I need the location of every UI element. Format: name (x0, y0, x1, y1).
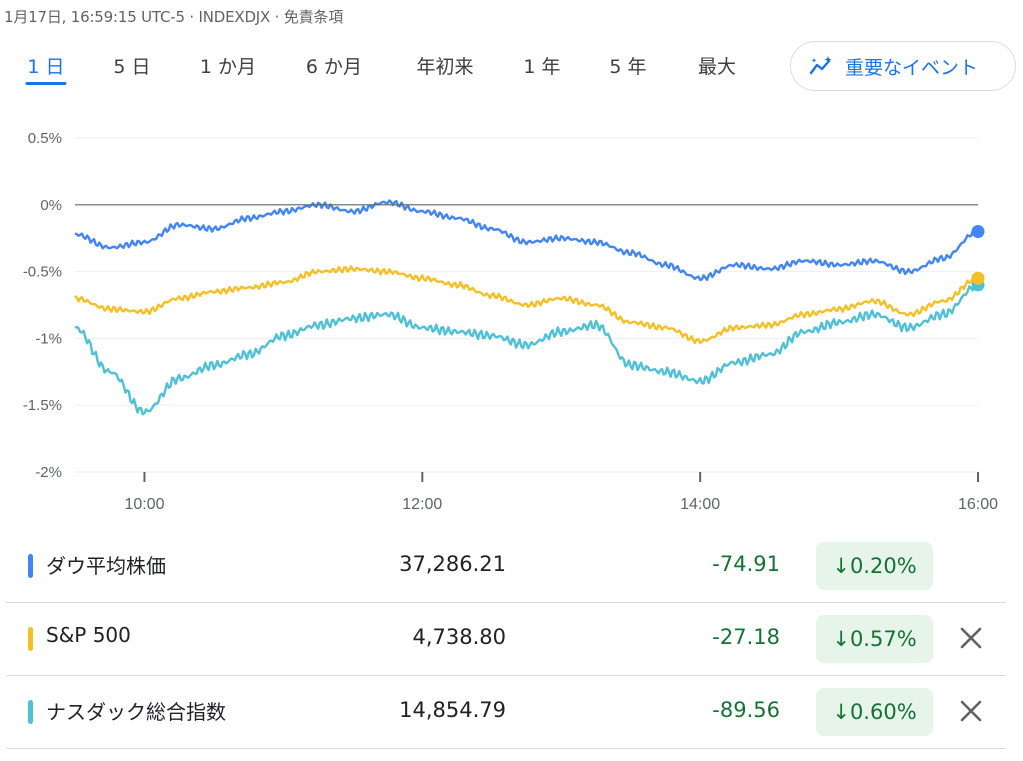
arrow-down-icon: ↓ (832, 627, 850, 651)
tab-label: 1 日 (27, 56, 65, 78)
index-row-nasdaq[interactable]: ナスダック総合指数 14,854.79 -89.56 ↓ 0.60% (6, 676, 1006, 749)
tab-ytd[interactable]: 年初来 (416, 56, 474, 78)
active-tab-indicator (25, 82, 67, 85)
series-line-dow (74, 199, 980, 282)
index-value: 4,738.80 (412, 625, 506, 649)
tab-1-month[interactable]: 1 か月 (199, 56, 257, 78)
quote-meta: 1月17日, 16:59:15 UTC-5 · INDEXDJX · 免責条項 (4, 8, 344, 26)
y-tick-label: -1.5% (23, 397, 62, 414)
series-line-sp500 (74, 265, 979, 345)
x-tick-label: 14:00 (680, 496, 720, 513)
percent-change-badge: ↓ 0.57% (816, 615, 933, 663)
percent-change: 0.60% (849, 700, 917, 724)
percent-change: 0.57% (849, 627, 917, 651)
range-tabs: 1 日 5 日 1 か月 6 か月 年初来 1 年 5 年 最大 (0, 52, 790, 92)
percent-change-badge: ↓ 0.60% (816, 688, 933, 736)
y-tick-label: 0.5% (28, 130, 62, 147)
row-divider (6, 748, 1006, 749)
sparkle-trend-icon (809, 56, 832, 75)
series-end-point-dow (971, 225, 985, 239)
index-row-sp500[interactable]: S&P 500 4,738.80 -27.18 ↓ 0.57% (6, 603, 1006, 676)
close-icon[interactable] (956, 696, 986, 726)
close-icon[interactable] (956, 623, 986, 653)
y-tick-label: 0% (40, 197, 62, 214)
series-color-swatch (28, 700, 33, 724)
index-value: 14,854.79 (399, 698, 506, 722)
index-value: 37,286.21 (399, 552, 506, 576)
series-color-swatch (28, 554, 33, 578)
x-tick-label: 12:00 (402, 496, 442, 513)
index-name: ナスダック総合指数 (46, 700, 226, 724)
series-end-point-sp500 (971, 271, 985, 285)
y-tick-label: -1% (35, 330, 62, 347)
y-tick-label: -0.5% (23, 264, 62, 281)
index-change: -27.18 (712, 625, 780, 649)
key-events-button[interactable]: 重要なイベント (790, 41, 1016, 91)
arrow-down-icon: ↓ (832, 700, 850, 724)
series-line-nasdaq (74, 280, 980, 416)
row-divider (6, 602, 1006, 603)
tab-5-year[interactable]: 5 年 (609, 56, 647, 78)
index-row-dow[interactable]: ダウ平均株価 37,286.21 -74.91 ↓ 0.20% (6, 530, 1006, 603)
index-line-chart: 0.5% 0% -0.5% -1% -1.5% -2% 10:00 12:00 14:00 16:… (23, 130, 998, 513)
percent-change-badge: ↓ 0.20% (816, 542, 933, 590)
index-name: S&P 500 (46, 623, 131, 647)
tab-6-month[interactable]: 6 か月 (305, 56, 363, 78)
x-tick-label: 16:00 (958, 496, 998, 513)
percent-change: 0.20% (849, 554, 917, 578)
tab-1-year[interactable]: 1 年 (523, 56, 561, 78)
index-change: -89.56 (712, 698, 780, 722)
index-change: -74.91 (712, 552, 780, 576)
arrow-down-icon: ↓ (832, 554, 850, 578)
tab-1-day[interactable]: 1 日 (25, 52, 67, 85)
tab-max[interactable]: 最大 (697, 56, 737, 78)
tab-5-day[interactable]: 5 日 (113, 56, 151, 78)
y-tick-label: -2% (35, 464, 62, 481)
row-divider (6, 675, 1006, 676)
index-name: ダウ平均株価 (46, 554, 166, 578)
series-color-swatch (28, 627, 33, 651)
x-tick-label: 10:00 (124, 496, 164, 513)
key-events-label: 重要なイベント (845, 56, 979, 79)
